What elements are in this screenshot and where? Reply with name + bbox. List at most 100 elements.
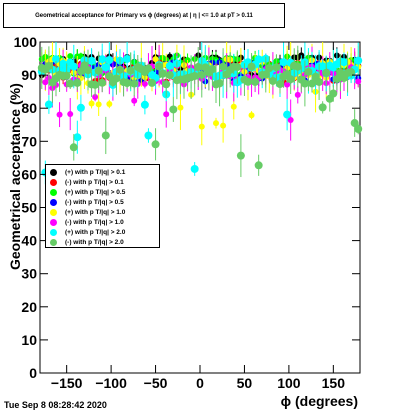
data-point [272, 63, 281, 72]
data-point [73, 133, 82, 142]
y-tick-label: 0 [29, 365, 37, 381]
data-point [283, 110, 292, 119]
data-point [254, 161, 263, 170]
legend-marker [50, 208, 57, 216]
legend-label: (-) with p T/|q| > 1.0 [65, 218, 124, 226]
data-point [355, 78, 362, 85]
data-point [251, 77, 260, 86]
data-point [194, 63, 203, 72]
legend: (+) with p T/|q| > 0.1 (-) with p T/|q| >… [45, 164, 160, 248]
legend-item: (+) with p T/|q| > 0.5 [50, 187, 155, 197]
legend-label: (-) with p T/|q| > 0.5 [65, 198, 124, 206]
data-point [67, 111, 74, 118]
x-axis-label: ϕ (degrees) [281, 393, 358, 409]
data-point [244, 77, 252, 86]
data-point [140, 100, 149, 109]
data-point [268, 76, 277, 85]
data-point [67, 53, 74, 60]
data-point [123, 78, 132, 87]
data-point [123, 54, 132, 63]
data-point [52, 55, 60, 64]
legend-label: (+) with p T/|q| > 0.1 [65, 168, 126, 176]
data-point [105, 72, 114, 81]
data-point [315, 77, 324, 86]
chart-axes: 0 10 20 30 40 50 60 70 80 90 100 −150 −100 −50 0 50 100 1… [14, 34, 360, 391]
data-point [42, 79, 49, 86]
y-tick-label: 40 [21, 233, 37, 249]
chart-title: Geometrical acceptance for Primary vs ɸ … [3, 3, 285, 28]
data-point [190, 72, 199, 81]
data-point [329, 89, 338, 98]
data-point [66, 79, 75, 88]
data-point [284, 81, 291, 88]
data-point [98, 55, 107, 64]
legend-marker [50, 228, 57, 236]
data-point [130, 79, 139, 88]
data-point [126, 66, 135, 75]
data-point [69, 62, 78, 71]
data-point [294, 91, 301, 98]
data-point [177, 104, 184, 111]
legend-item: (-) with p T/|q| > 2.0 [50, 237, 155, 247]
y-tick-label: 100 [14, 34, 38, 50]
legend-label: (+) with p T/|q| > 0.5 [65, 188, 126, 196]
data-point [350, 119, 359, 128]
data-point [106, 100, 113, 107]
data-point [247, 62, 256, 71]
data-point [287, 117, 294, 124]
data-point [190, 164, 199, 173]
data-point [286, 75, 295, 84]
data-point [91, 80, 100, 89]
y-axis-label: Geometrical acceptance (%) [7, 83, 23, 270]
data-point [165, 61, 174, 70]
y-tick-label: 30 [21, 266, 37, 282]
x-tick-label: 150 [322, 375, 346, 391]
data-point [144, 131, 153, 140]
data-point [198, 123, 205, 130]
data-point [276, 80, 284, 89]
legend-item: (+) with p T/|q| > 1.0 [50, 207, 155, 217]
series-7 [37, 45, 363, 178]
data-point [220, 122, 227, 129]
timestamp: Tue Sep 8 08:28:42 2020 [4, 400, 107, 410]
data-point [112, 74, 121, 83]
y-tick-label: 20 [21, 299, 37, 315]
x-tick-label: −100 [95, 375, 127, 391]
x-tick-label: −150 [51, 375, 83, 391]
data-point [169, 105, 178, 114]
data-point [101, 131, 110, 140]
x-tick-label: −50 [144, 375, 168, 391]
data-point [248, 112, 255, 119]
data-point [151, 140, 160, 149]
chart-marks [37, 42, 363, 185]
legend-label: (+) with p T/|q| > 1.0 [65, 208, 126, 216]
legend-marker [50, 218, 57, 226]
data-point [293, 62, 302, 71]
data-point [340, 58, 348, 67]
data-point [322, 68, 331, 77]
data-point [304, 67, 313, 76]
legend-item: (-) with p T/|q| > 0.1 [50, 177, 155, 187]
y-tick-label: 80 [21, 100, 37, 116]
legend-item: (-) with p T/|q| > 1.0 [50, 217, 155, 227]
data-point [152, 56, 159, 63]
data-point [101, 63, 110, 72]
data-point [56, 111, 63, 118]
data-point [95, 101, 102, 108]
data-point [94, 66, 103, 75]
data-point [162, 80, 171, 89]
data-point [318, 62, 327, 71]
data-point [265, 64, 274, 73]
data-point [87, 56, 96, 65]
data-point [318, 103, 327, 112]
data-point [197, 70, 206, 79]
data-point [279, 58, 288, 67]
legend-label: (-) with p T/|q| > 2.0 [65, 238, 124, 246]
data-point [98, 78, 107, 87]
x-tick-label: 0 [196, 375, 204, 391]
x-tick-label: 50 [237, 375, 253, 391]
data-point [105, 55, 114, 64]
data-point [73, 78, 82, 87]
data-point [62, 71, 71, 80]
data-point [219, 62, 228, 71]
